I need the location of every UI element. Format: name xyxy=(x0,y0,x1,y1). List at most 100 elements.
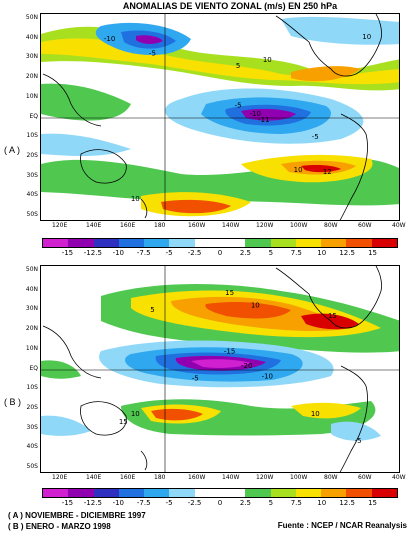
colorbar-tick-label: -2.5 xyxy=(187,499,202,507)
contour-label: 10 xyxy=(131,195,140,203)
colorbar-tick-label: 10 xyxy=(317,249,327,257)
colorbar-swatch xyxy=(371,489,397,497)
longitude-label: 40W xyxy=(392,474,406,481)
longitude-label: 140W xyxy=(222,222,240,229)
colorbar-swatch xyxy=(346,239,372,247)
colorbar-swatch xyxy=(245,239,271,247)
colorbar-tick-label: 5 xyxy=(268,249,274,257)
colorbar-tick-label: -7.5 xyxy=(136,249,151,257)
colorbar-ticks-b: -15 -12.5 -10 -7.5 -5 -2.5 0 2.5 5 7.5 10 12.5 15 xyxy=(32,499,408,509)
latitude-label: 50S xyxy=(26,463,38,470)
colorbar-swatch xyxy=(169,489,195,497)
colorbar-tick-label: 5 xyxy=(268,499,274,507)
latitude-label: 40S xyxy=(26,443,38,451)
contour-label: -10 xyxy=(250,110,261,118)
colorbar-swatch xyxy=(194,489,220,497)
map-panel-a: -10 -5 10 5 -5 -10 -11 -5 10 12 10 10 xyxy=(40,13,400,221)
latitude-label: 40N xyxy=(25,33,38,41)
longitude-label: 180 xyxy=(154,474,166,481)
colorbar-tick-label: 0 xyxy=(217,499,223,507)
colorbar-swatch xyxy=(144,239,170,247)
colorbar-tick-label: -12.5 xyxy=(83,249,102,257)
colorbar-tick-label: -5 xyxy=(165,499,173,507)
map-panel-b: 15 10 5 -15 -20 -10 -5 10 15 10 -5 15 xyxy=(40,265,400,473)
colorbar-swatch xyxy=(295,489,322,497)
latitude-label: 20S xyxy=(26,403,38,411)
colorbar-swatch xyxy=(169,239,195,247)
contour-label: -15 xyxy=(224,347,235,355)
colorbar-swatch xyxy=(219,239,246,247)
latitude-label: 50N xyxy=(25,266,38,273)
longitude-label: 120E xyxy=(52,222,68,229)
colorbar-tick-label: 0 xyxy=(217,249,223,257)
colorbar-tick-label: 12.5 xyxy=(339,499,355,507)
latitude-label: 10N xyxy=(25,92,38,100)
colorbar-swatch xyxy=(321,489,347,497)
colorbar-swatch xyxy=(371,239,397,247)
longitude-label: 80W xyxy=(324,474,338,481)
latitude-label: 20N xyxy=(25,325,38,333)
latitude-label: EQ xyxy=(29,112,38,120)
latitude-label: 30N xyxy=(25,53,38,61)
colorbar-ticks-a: -15 -12.5 -10 -7.5 -5 -2.5 0 2.5 5 7.5 10 12.5 15 xyxy=(32,249,408,259)
colorbar-swatch xyxy=(118,239,145,247)
contour-label: 12 xyxy=(323,168,332,176)
colorbar-b xyxy=(42,488,398,498)
colorbar-tick-label: 15 xyxy=(368,499,378,507)
contour-label: 10 xyxy=(294,166,303,174)
latitude-label: 50N xyxy=(25,14,38,21)
colorbar-swatch xyxy=(270,239,296,247)
colorbar-swatch xyxy=(43,489,69,497)
colorbar-tick-label: 7.5 xyxy=(290,499,302,507)
colorbar-swatch xyxy=(321,239,347,247)
contour-label: 15 xyxy=(328,312,337,320)
contour-label: 15 xyxy=(119,418,128,426)
colorbar-tick-label: -15 xyxy=(61,499,74,507)
latitude-label: 10N xyxy=(25,344,38,352)
longitude-label: 60W xyxy=(358,222,372,229)
period-legend-b: ( B ) ENERO - MARZO 1998 xyxy=(8,522,111,531)
colorbar-swatch xyxy=(219,489,246,497)
colorbar-swatch xyxy=(270,489,296,497)
longitude-label: 180 xyxy=(154,222,166,229)
latitude-label: 40N xyxy=(25,285,38,293)
colorbar-swatch xyxy=(93,489,119,497)
colorbar-swatch xyxy=(118,489,145,497)
contour-label: 10 xyxy=(263,56,272,64)
longitude-label: 120W xyxy=(256,222,274,229)
panel-label-a: ( A ) xyxy=(4,145,21,155)
latitude-label: 30N xyxy=(25,305,38,313)
contour-label: -5 xyxy=(355,437,362,445)
period-legend-a: ( A ) NOVIEMBRE - DICIEMBRE 1997 xyxy=(8,511,146,520)
panel-label-b: ( B ) xyxy=(4,397,21,407)
latitude-label: 50S xyxy=(26,211,38,218)
longitude-label: 40W xyxy=(392,222,406,229)
latitude-label: 30S xyxy=(26,423,38,431)
latitude-label: 20S xyxy=(26,151,38,159)
colorbar-tick-label: 10 xyxy=(317,499,327,507)
contour-label: -5 xyxy=(149,50,156,58)
longitude-label: 100W xyxy=(290,474,308,481)
colorbar-tick-label: -10 xyxy=(112,499,124,507)
colorbar-swatch xyxy=(245,489,271,497)
contour-label: -5 xyxy=(235,102,242,110)
longitude-label: 160E xyxy=(120,474,136,481)
contour-label: 5 xyxy=(236,62,240,70)
contour-label: 15 xyxy=(225,289,234,297)
colorbar-tick-label: -5 xyxy=(165,249,173,257)
longitude-label: 160E xyxy=(120,222,136,229)
colorbar-tick-label: 2.5 xyxy=(239,249,251,257)
colorbar-swatch xyxy=(68,489,94,497)
colorbar-swatch xyxy=(68,239,94,247)
contour-label: 10 xyxy=(131,410,140,418)
longitude-label: 60W xyxy=(358,474,372,481)
contour-label: 5 xyxy=(150,306,154,314)
longitude-label: 140W xyxy=(222,474,240,481)
latitude-label: 10S xyxy=(26,384,38,392)
colorbar-swatch xyxy=(295,239,322,247)
colorbar-swatch xyxy=(194,239,220,247)
contour-label: 10 xyxy=(311,410,320,418)
longitude-label: 80W xyxy=(324,222,338,229)
